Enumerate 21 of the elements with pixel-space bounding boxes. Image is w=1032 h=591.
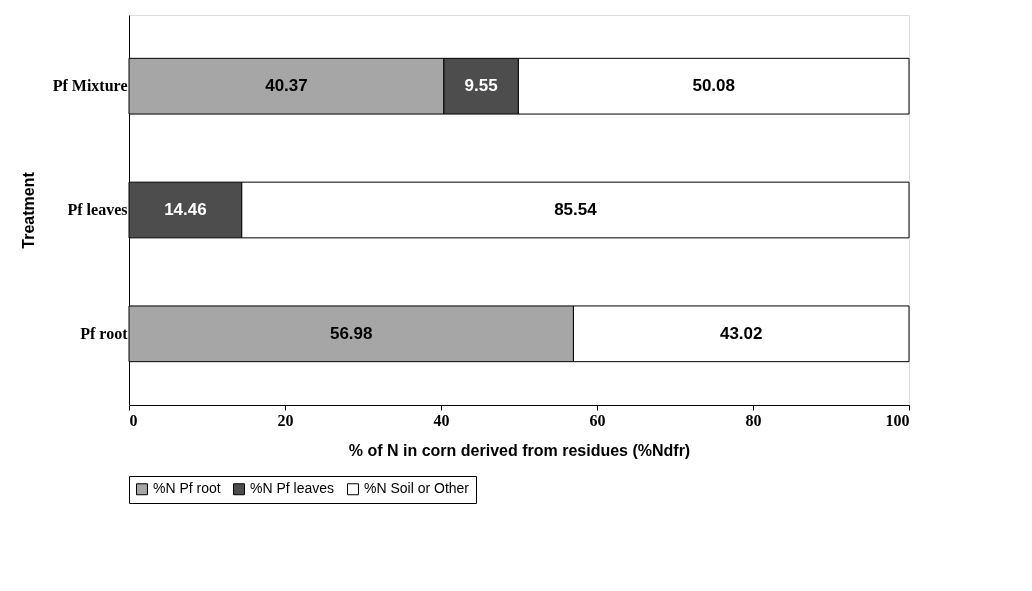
x-tick-label: 40 [433, 411, 450, 429]
data-label: 85.54 [554, 200, 598, 219]
x-axis-title: % of N in corn derived from residues (%Ndfr) [348, 441, 691, 459]
data-label: 56.98 [329, 323, 373, 343]
data-label: 43.02 [719, 323, 763, 343]
data-label: 9.55 [464, 76, 498, 96]
x-tick-label: 60 [589, 411, 606, 429]
y-tick-label: Pf root [80, 324, 129, 342]
legend-label: %N Pf root [153, 480, 221, 497]
x-tick-label: 20 [277, 411, 294, 429]
y-tick-label: Pf leaves [67, 201, 128, 218]
x-tick-label: 0 [129, 411, 138, 429]
x-tick-label: 100 [885, 411, 910, 429]
y-tick-label: Pf Mixture [52, 77, 128, 95]
data-label: 40.37 [265, 76, 308, 96]
legend-label: %N Soil or Other [364, 480, 470, 497]
y-axis-title: Treatment [19, 171, 37, 249]
data-label: 14.46 [164, 200, 207, 219]
legend-label: %N Pf leaves [250, 480, 335, 497]
data-label: 50.08 [692, 76, 735, 96]
x-tick-label: 80 [745, 411, 762, 429]
